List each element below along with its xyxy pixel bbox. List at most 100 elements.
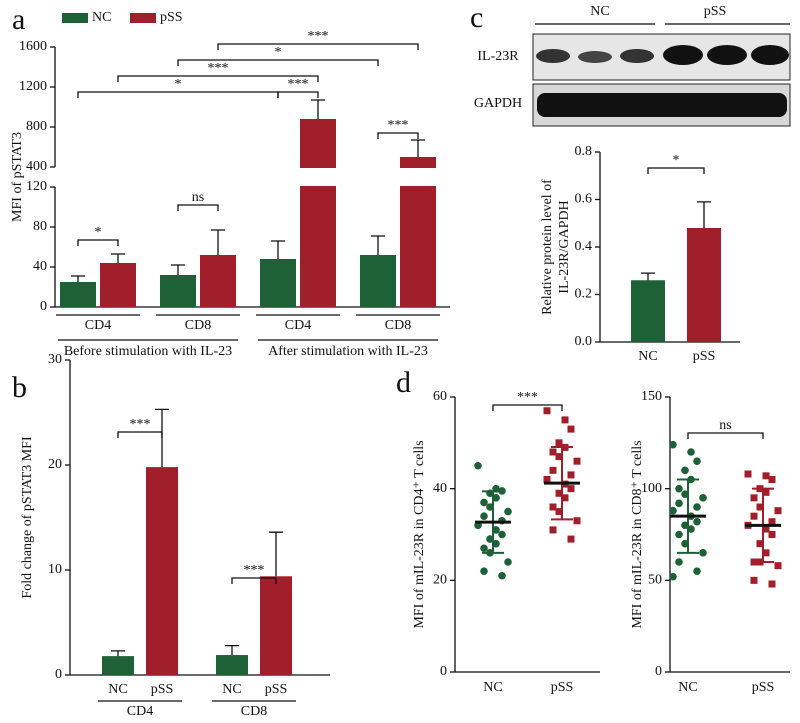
y-tick-label: 0 bbox=[55, 667, 62, 682]
bar bbox=[200, 255, 236, 307]
error-bar bbox=[697, 201, 711, 228]
bar bbox=[300, 119, 336, 307]
y-tick-label: 30 bbox=[48, 352, 62, 367]
blot-lane-label: NC bbox=[590, 4, 609, 19]
point bbox=[774, 562, 782, 570]
significance-bracket bbox=[277, 91, 319, 98]
group-label: CD8 bbox=[241, 704, 267, 719]
significance-bracket bbox=[687, 432, 764, 439]
y-tick-label: 40 bbox=[433, 481, 447, 496]
point bbox=[543, 476, 551, 483]
group-label: CD4 bbox=[127, 704, 153, 719]
legend-swatch bbox=[62, 13, 88, 23]
bar bbox=[100, 263, 136, 307]
error-bar bbox=[111, 253, 125, 263]
y-axis-label: MFI of mIL-23R in CD4⁺ T cells bbox=[412, 440, 427, 628]
point bbox=[681, 521, 689, 530]
significance-label: *** bbox=[388, 118, 409, 133]
significance-label: * bbox=[673, 153, 680, 168]
y-tick-label: 800 bbox=[26, 119, 47, 134]
point bbox=[687, 525, 695, 533]
bar-label: pSS bbox=[693, 349, 716, 364]
significance-bracket bbox=[117, 75, 319, 82]
y-tick-label: 0 bbox=[655, 664, 662, 679]
y-axis-label: MFI of mIL-23R in CD8⁺ T cells bbox=[630, 440, 645, 628]
point bbox=[543, 407, 551, 415]
significance-label: *** bbox=[288, 77, 309, 92]
point bbox=[504, 558, 512, 566]
point bbox=[480, 498, 488, 507]
point bbox=[474, 461, 482, 470]
y-tick-label: 10 bbox=[48, 562, 62, 577]
significance-bracket bbox=[177, 59, 379, 66]
point bbox=[498, 530, 506, 539]
point bbox=[669, 506, 677, 515]
y-tick-label: 400 bbox=[26, 159, 47, 174]
y-axis-label: IL-23R/GAPDH bbox=[557, 200, 572, 293]
axis-break-gap bbox=[57, 168, 452, 186]
significance-label: *** bbox=[308, 29, 329, 44]
point bbox=[744, 470, 752, 478]
point bbox=[567, 471, 575, 479]
significance-bracket bbox=[77, 239, 119, 246]
significance-bracket bbox=[77, 91, 279, 98]
y-tick-label: 0.0 bbox=[575, 334, 593, 349]
point bbox=[504, 507, 512, 516]
point bbox=[492, 526, 500, 534]
blot-row-label: GAPDH bbox=[474, 96, 522, 111]
point bbox=[681, 490, 689, 498]
y-tick-label: 1200 bbox=[19, 79, 47, 94]
y-tick-label: 20 bbox=[433, 573, 447, 588]
y-axis-label: Relative protein level of bbox=[540, 179, 555, 315]
point bbox=[555, 453, 563, 461]
y-tick-label: 100 bbox=[641, 481, 662, 496]
point bbox=[693, 503, 701, 511]
significance-bracket bbox=[377, 132, 419, 139]
point bbox=[549, 448, 557, 456]
error-bar bbox=[171, 264, 185, 275]
point bbox=[669, 572, 677, 581]
point bbox=[774, 507, 782, 515]
bar bbox=[360, 255, 396, 307]
point bbox=[498, 571, 506, 580]
point bbox=[492, 539, 500, 548]
point bbox=[549, 503, 557, 511]
group-label: CD4 bbox=[285, 318, 311, 333]
point bbox=[567, 535, 575, 543]
bar-label: NC bbox=[222, 682, 241, 697]
point bbox=[768, 476, 776, 483]
point bbox=[480, 544, 488, 553]
point bbox=[549, 466, 557, 474]
error-bar bbox=[155, 408, 169, 468]
point bbox=[750, 494, 758, 502]
y-tick-label: 50 bbox=[648, 573, 662, 588]
bar bbox=[216, 655, 248, 675]
y-tick-label: 120 bbox=[26, 179, 47, 194]
bar bbox=[687, 228, 721, 342]
point bbox=[762, 525, 770, 533]
significance-bracket bbox=[217, 43, 419, 50]
point bbox=[768, 531, 776, 538]
significance-label: ns bbox=[719, 418, 731, 433]
bar bbox=[102, 656, 134, 675]
x-tick-label: NC bbox=[483, 680, 502, 695]
point bbox=[681, 539, 689, 548]
point bbox=[756, 540, 764, 548]
bar bbox=[260, 259, 296, 307]
point bbox=[480, 567, 488, 575]
blot-row-label: IL-23R bbox=[477, 49, 519, 64]
bar bbox=[60, 282, 96, 307]
point bbox=[480, 512, 488, 520]
point bbox=[762, 549, 770, 557]
significance-bracket bbox=[492, 404, 563, 411]
bar bbox=[146, 467, 178, 675]
significance-label: * bbox=[95, 225, 102, 240]
band bbox=[620, 49, 654, 63]
point bbox=[567, 485, 575, 493]
point bbox=[762, 472, 770, 480]
x-tick-label: pSS bbox=[551, 680, 574, 695]
legend-label: NC bbox=[92, 10, 111, 25]
point bbox=[693, 457, 701, 465]
error-bar bbox=[271, 240, 285, 259]
